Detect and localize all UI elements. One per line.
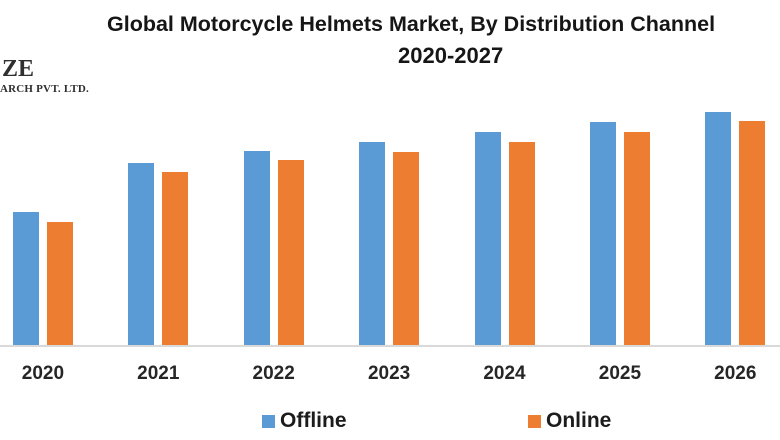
bar-online-2025 <box>623 132 650 345</box>
bar-online-2021 <box>162 172 189 345</box>
bar-offline-2023 <box>359 142 386 345</box>
x-axis-label-2022: 2022 <box>252 363 295 384</box>
bar-offline-2026 <box>705 112 732 345</box>
bar-offline-2022 <box>243 151 270 345</box>
x-axis-label-2025: 2025 <box>598 363 642 384</box>
x-axis-line <box>0 345 780 347</box>
legend-item-offline: Offline <box>262 409 347 433</box>
legend-item-online: Online <box>528 409 611 433</box>
x-axis-label-2021: 2021 <box>137 363 180 384</box>
bar-online-2022 <box>277 160 304 345</box>
legend-label-online: Online <box>546 409 612 432</box>
chart-title: Global Motorcycle Helmets Market, By Dis… <box>107 12 716 36</box>
x-axis-label-2026: 2026 <box>714 363 757 384</box>
chart-subtitle: 2020-2027 <box>398 43 504 68</box>
bar-online-2023 <box>393 152 420 345</box>
legend-swatch-online <box>528 414 541 428</box>
bar-online-2024 <box>508 142 535 345</box>
bar-offline-2021 <box>128 163 155 345</box>
bar-online-2020 <box>46 222 73 345</box>
bar-offline-2024 <box>474 132 501 345</box>
company-logo: ZE ARCH PVT. LTD. <box>0 57 89 95</box>
legend-swatch-offline <box>262 414 275 428</box>
bar-offline-2020 <box>12 212 39 345</box>
bar-offline-2025 <box>589 122 616 345</box>
x-axis-label-2024: 2024 <box>483 363 526 384</box>
logo-text-top: ZE <box>2 56 35 82</box>
x-axis-label-2023: 2023 <box>367 363 411 384</box>
logo-text-bottom: ARCH PVT. LTD. <box>0 83 89 95</box>
legend-label-offline: Offline <box>280 409 347 432</box>
x-axis-label-2020: 2020 <box>21 363 65 384</box>
bar-online-2026 <box>739 121 766 345</box>
